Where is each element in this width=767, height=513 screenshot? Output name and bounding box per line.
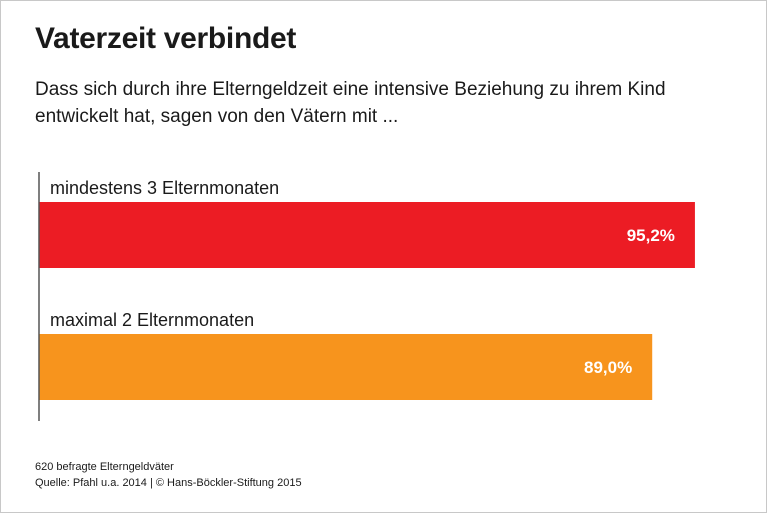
footnote: 620 befragte Elterngeldväter bbox=[35, 461, 174, 473]
chart-title: Vaterzeit verbindet bbox=[35, 22, 297, 55]
category-label: maximal 2 Elternmonaten bbox=[50, 310, 254, 330]
source-note: Quelle: Pfahl u.a. 2014 | © Hans-Böckler… bbox=[35, 477, 302, 489]
data-label: 89,0% bbox=[584, 358, 632, 377]
category-label: mindestens 3 Elternmonaten bbox=[50, 178, 279, 198]
bar bbox=[39, 334, 653, 400]
chart-subtitle: Dass sich durch ihre Elterngeldzeit eine… bbox=[35, 79, 666, 127]
data-label: 95,2% bbox=[627, 226, 675, 245]
bar bbox=[39, 202, 695, 268]
